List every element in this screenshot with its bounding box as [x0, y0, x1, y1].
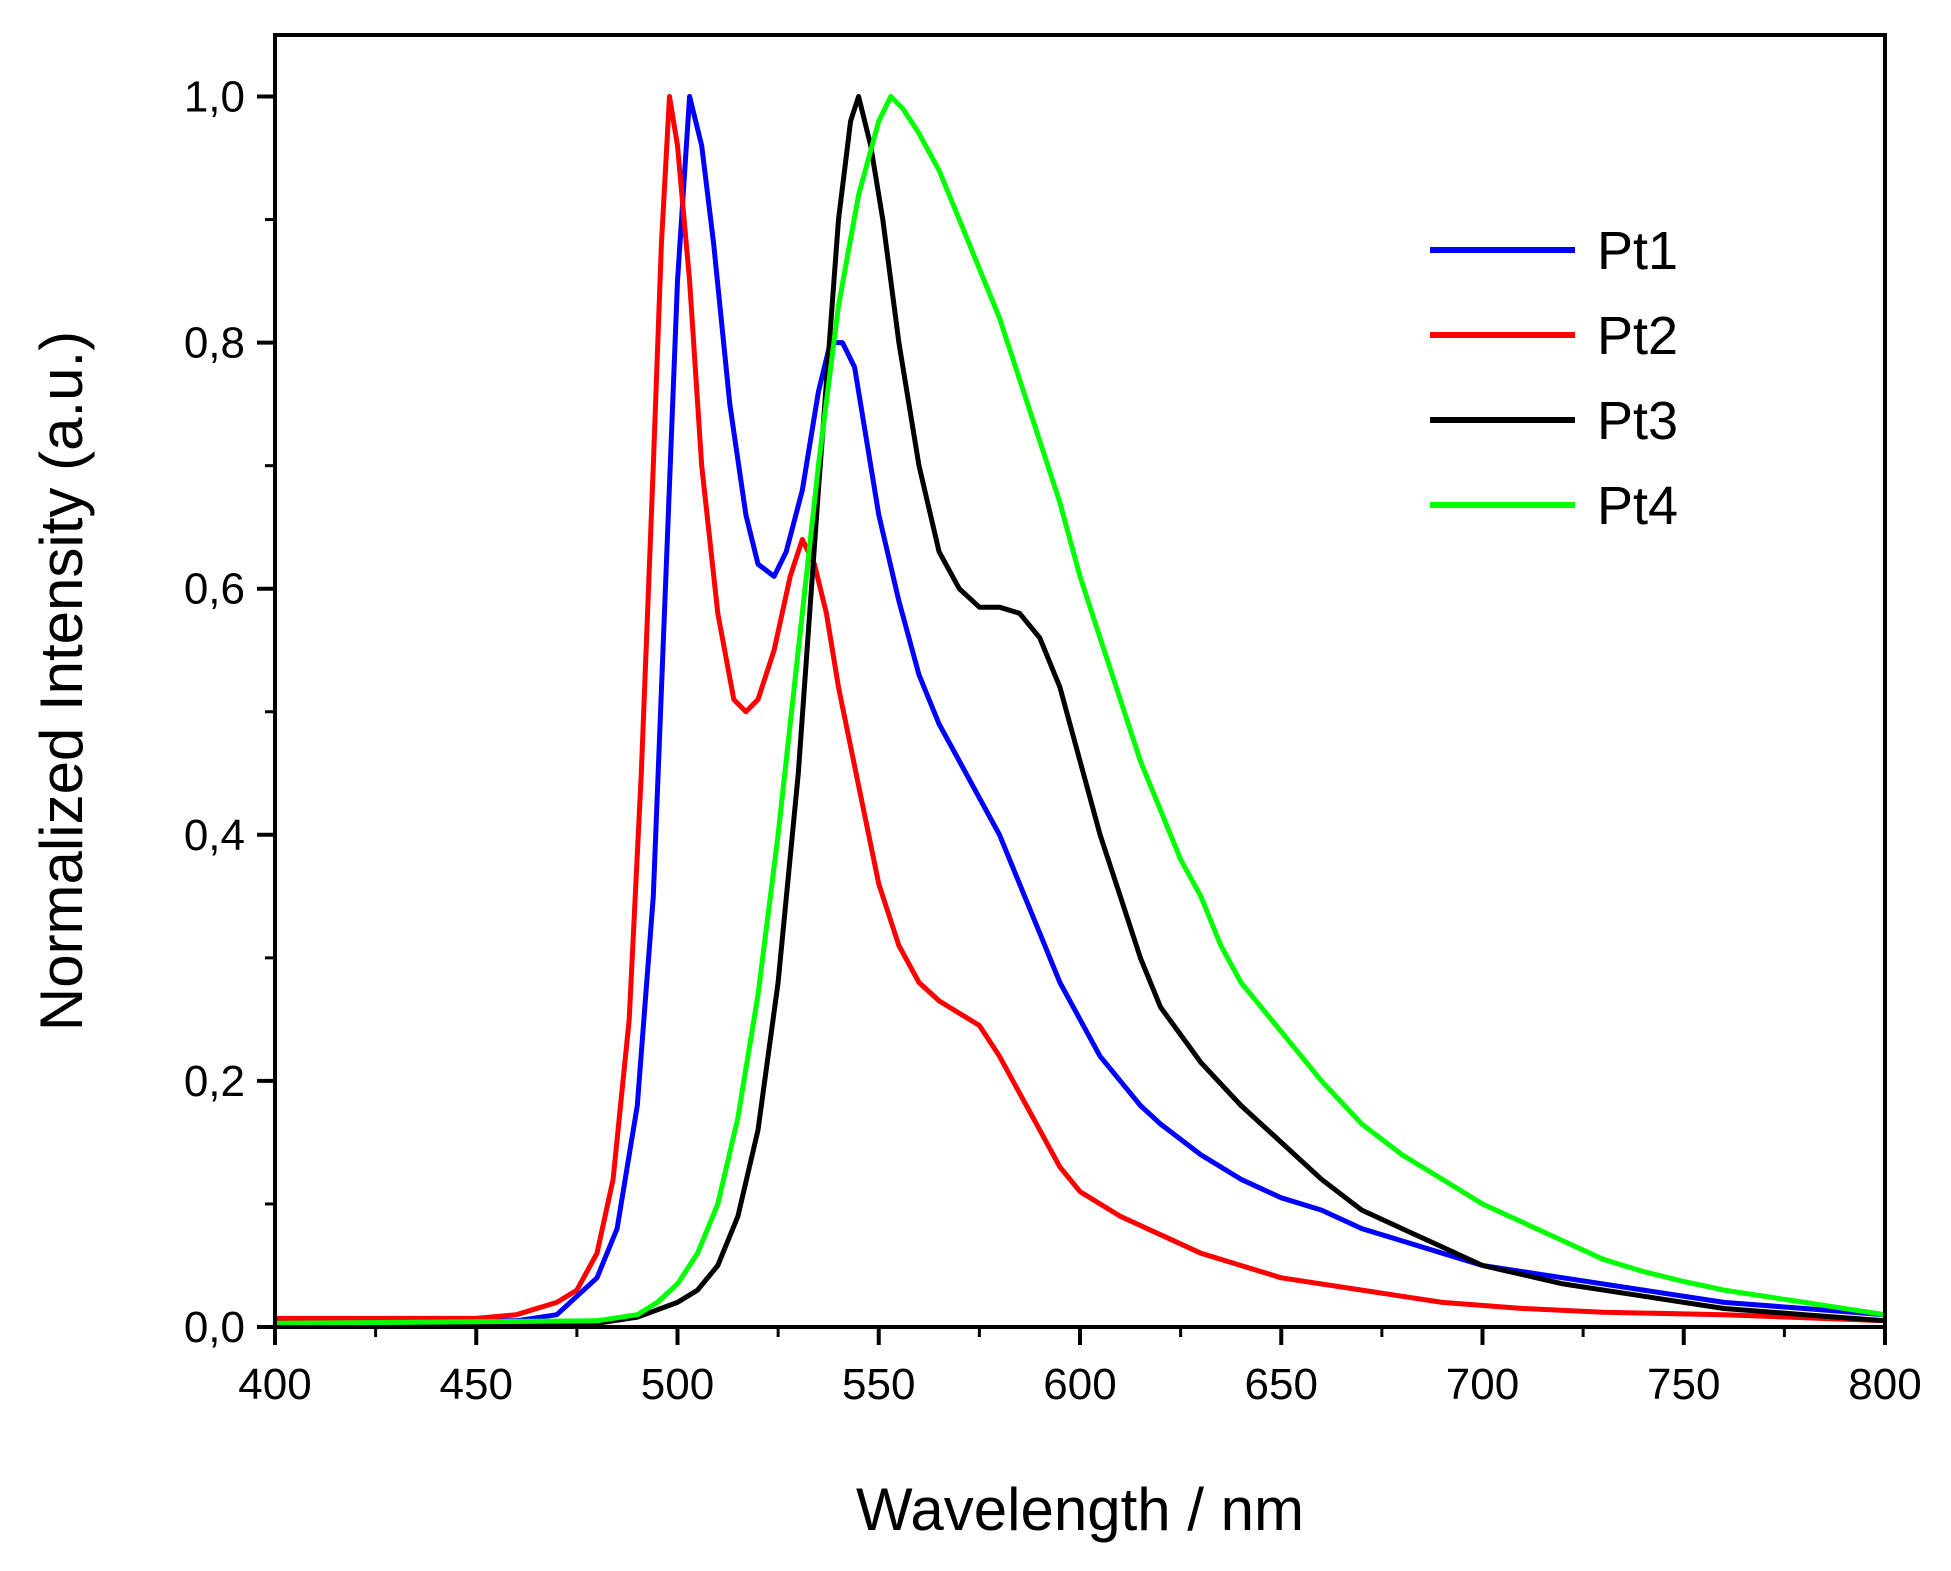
x-tick-label-800: 800	[1848, 1360, 1921, 1409]
x-tick-label-550: 550	[842, 1360, 915, 1409]
legend-label-pt4: Pt4	[1597, 476, 1678, 536]
x-tick-label-500: 500	[641, 1360, 714, 1409]
legend: Pt1 Pt2 Pt3 Pt4	[1430, 221, 1678, 536]
legend-label-pt2: Pt2	[1597, 306, 1678, 366]
x-tick-label-600: 600	[1043, 1360, 1116, 1409]
series-layer	[274, 94, 1886, 1326]
series-line-pt1	[275, 94, 1886, 1324]
x-axis-title: Wavelength / nm	[856, 1476, 1304, 1543]
x-axis: 400 450 500 550 600 650 700 750 800	[238, 1327, 1922, 1409]
x-tick-label-450: 450	[440, 1360, 513, 1409]
legend-label-pt1: Pt1	[1597, 221, 1678, 281]
y-tick-label-5: 1,0	[184, 73, 245, 122]
series-line-pt2	[275, 94, 1886, 1324]
y-tick-label-2: 0,4	[184, 811, 245, 860]
x-tick-label-650: 650	[1245, 1360, 1318, 1409]
y-tick-label-1: 0,2	[184, 1057, 245, 1106]
y-axis: 0,0 0,2 0,4 0,6 0,8 1,0	[184, 73, 275, 1352]
y-axis-title: Normalized Intensity (a.u.)	[28, 331, 95, 1031]
y-tick-label-4: 0,8	[184, 319, 245, 368]
y-tick-label-0: 0,0	[184, 1303, 245, 1352]
series-line-pt3	[275, 94, 1886, 1326]
x-tick-label-750: 750	[1647, 1360, 1720, 1409]
y-tick-label-3: 0,6	[184, 565, 245, 614]
legend-label-pt3: Pt3	[1597, 391, 1678, 451]
series-line-pt4	[274, 94, 1886, 1326]
x-tick-label-400: 400	[238, 1360, 311, 1409]
x-tick-label-700: 700	[1446, 1360, 1519, 1409]
